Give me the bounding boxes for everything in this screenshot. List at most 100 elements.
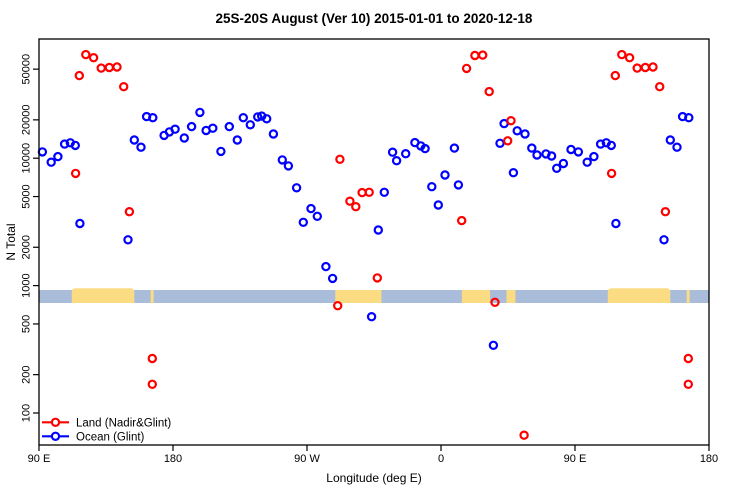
- data-point-ocean: [379, 187, 389, 197]
- legend-marker-ocean-icon: [50, 431, 61, 441]
- data-point-ocean: [216, 146, 226, 157]
- world-map-band: [39, 288, 709, 303]
- data-point-ocean: [224, 121, 234, 132]
- data-point-ocean: [684, 112, 694, 123]
- data-point-land: [88, 53, 99, 63]
- data-point-ocean: [606, 140, 617, 151]
- data-point-ocean: [46, 157, 56, 167]
- data-point-land: [624, 53, 635, 63]
- data-point-land: [655, 81, 665, 92]
- y-tick-label: 20000: [21, 105, 33, 136]
- data-point-land: [147, 379, 157, 389]
- data-point-land: [333, 301, 343, 311]
- data-point-ocean: [70, 140, 81, 151]
- map-band-land: [335, 290, 382, 303]
- data-point-land: [457, 215, 467, 226]
- legend-entry-land: Land (Nadir&Glint): [42, 418, 171, 430]
- data-point-ocean: [232, 135, 242, 145]
- data-point-ocean: [268, 129, 279, 139]
- data-point-ocean: [449, 143, 460, 153]
- data-point-ocean: [59, 139, 70, 149]
- data-point-ocean: [401, 148, 411, 159]
- data-point-ocean: [440, 170, 450, 180]
- data-point-ocean: [566, 144, 576, 155]
- data-point-land: [519, 430, 529, 440]
- data-point-ocean: [488, 340, 499, 350]
- data-point-ocean: [277, 155, 287, 165]
- data-point-ocean: [37, 147, 48, 157]
- map-band-land: [506, 290, 516, 303]
- legend-label-land: Land (Nadir&Glint): [76, 418, 171, 430]
- data-point-ocean: [373, 225, 383, 235]
- data-point-ocean: [253, 112, 263, 122]
- data-point-land: [660, 206, 671, 217]
- data-point-land: [81, 49, 91, 60]
- data-point-ocean: [291, 183, 302, 193]
- data-point-land: [70, 168, 81, 179]
- y-axis-label: N Total: [4, 223, 18, 260]
- data-point-land: [461, 63, 472, 74]
- data-point-land: [484, 86, 494, 97]
- y-tick-label: 50000: [21, 54, 33, 85]
- data-point-ocean: [527, 143, 537, 153]
- data-point-ocean: [312, 211, 322, 221]
- data-point-ocean: [595, 139, 606, 149]
- data-point-ocean: [532, 150, 542, 160]
- y-tick-label: 500: [21, 315, 33, 333]
- data-point-land: [683, 353, 694, 364]
- data-point-ocean: [453, 180, 464, 190]
- map-band-land: [71, 288, 135, 303]
- map-band-land: [607, 288, 671, 303]
- data-point-land: [372, 273, 382, 283]
- data-point-ocean: [589, 151, 599, 162]
- data-point-ocean: [573, 147, 584, 157]
- data-point-land: [648, 62, 658, 72]
- x-tick-label: 90 E: [564, 453, 587, 465]
- data-points: [37, 49, 694, 440]
- data-point-ocean: [179, 133, 189, 143]
- data-point-land: [351, 201, 361, 212]
- data-point-ocean: [659, 235, 669, 245]
- plot-frame: [38, 38, 710, 446]
- data-point-ocean: [433, 200, 443, 210]
- data-point-land: [364, 187, 374, 197]
- y-tick-label: 100: [21, 404, 33, 422]
- data-point-ocean: [170, 124, 180, 134]
- data-point-land: [503, 136, 513, 146]
- data-point-land: [478, 50, 488, 60]
- y-tick-label: 2000: [21, 235, 33, 259]
- data-point-land: [74, 70, 85, 81]
- data-point-land: [345, 196, 355, 206]
- data-point-ocean: [508, 167, 519, 178]
- data-point-land: [683, 379, 694, 389]
- map-band-land: [686, 290, 690, 303]
- data-point-ocean: [495, 138, 505, 148]
- data-point-ocean: [245, 120, 255, 130]
- x-tick-label: 90 E: [28, 453, 51, 465]
- data-point-land: [606, 168, 617, 179]
- data-point-ocean: [420, 143, 430, 154]
- map-band-land: [461, 290, 491, 303]
- data-point-land: [506, 115, 516, 126]
- x-tick-label: 180: [700, 453, 718, 465]
- data-point-ocean: [53, 151, 63, 162]
- data-point-ocean: [558, 158, 569, 169]
- data-point-ocean: [546, 151, 557, 161]
- data-point-ocean: [387, 147, 398, 157]
- data-point-land: [96, 63, 106, 73]
- data-point-ocean: [520, 129, 530, 139]
- legend: Land (Nadir&Glint) Ocean (Glint): [42, 418, 171, 444]
- data-point-ocean: [611, 218, 621, 229]
- x-axis-label: Longitude (deg E): [326, 471, 421, 485]
- data-point-ocean: [306, 203, 316, 214]
- legend-marker-land-icon: [50, 417, 61, 427]
- data-point-land: [610, 70, 621, 81]
- data-point-ocean: [262, 114, 272, 124]
- x-tick-label: 90 W: [294, 453, 320, 465]
- data-point-land: [640, 62, 651, 73]
- y-tick-label: 10000: [21, 143, 33, 174]
- data-point-ocean: [366, 312, 377, 322]
- data-point-ocean: [512, 126, 522, 136]
